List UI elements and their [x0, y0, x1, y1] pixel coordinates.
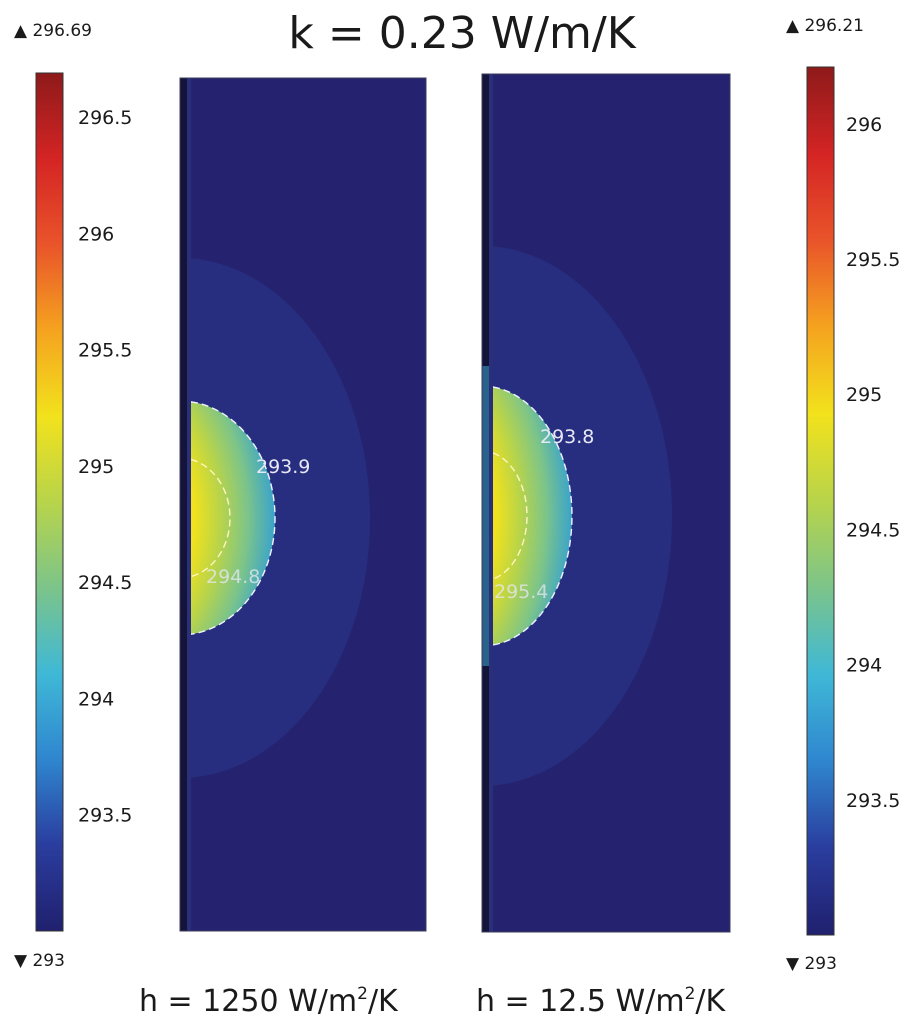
- colorbar-tick-label: 294.5: [846, 519, 900, 541]
- contour-label-left-inner: 294.8: [206, 566, 260, 588]
- panel-left-border: [179, 77, 427, 932]
- colorbar-right: ▲ 296.21 ▼ 293 296 295.5 295 294.5 294 293.5: [786, 16, 900, 974]
- colorbar-right-max-label: ▲ 296.21: [786, 16, 864, 36]
- panel-left-contour-outer: [180, 400, 276, 636]
- panel-left-wall: [180, 78, 187, 931]
- colorbar-right-ticks: 296 295.5 295 294.5 294 293.5: [846, 114, 900, 812]
- caption-left-suffix: /K: [368, 984, 399, 1019]
- panel-right-contour-outer: [482, 385, 573, 647]
- up-triangle-icon: ▲: [14, 21, 32, 41]
- colorbar-right-min-value: 293: [804, 954, 836, 974]
- colorbar-left-min-label: ▼ 293: [14, 951, 65, 971]
- panel-left-hotspot: [180, 401, 275, 635]
- panel-right-wall-edge: [489, 74, 493, 932]
- colorbar-left: ▲ 296.69 ▼ 293 296.5296295.5295294.52942…: [14, 21, 132, 971]
- figure-title: k = 0.23 W/m/K: [288, 8, 636, 59]
- panel-right-wall-heated-zone: [482, 366, 489, 666]
- caption-right-prefix: h = 12.5 W/m: [476, 984, 685, 1019]
- colorbar-tick-label: 295.5: [846, 249, 900, 271]
- contour-label-left-outer: 293.9: [256, 456, 310, 478]
- contour-label-right-inner: 295.4: [494, 581, 548, 603]
- panel-right: [482, 74, 730, 932]
- colorbar-tick-label: 293.5: [78, 805, 132, 827]
- colorbar-left-ticks: 296.5 296 295.5 295 294.5 294 293.5: [78, 107, 132, 827]
- panel-left-wall-edge: [187, 78, 191, 931]
- colorbar-tick-label: 295.5: [78, 340, 132, 362]
- caption-left-sup: 2: [357, 984, 368, 1004]
- panel-right-hotspot: [482, 386, 572, 646]
- up-triangle-icon: ▲: [786, 16, 804, 36]
- colorbar-tick-label: 295: [78, 456, 114, 478]
- colorbar-tick-label: 294: [846, 655, 882, 677]
- colorbar-right-max-value: 296.21: [804, 16, 863, 36]
- panel-right-border: [481, 73, 731, 933]
- colorbar-tick-label: 296: [78, 223, 114, 245]
- caption-right-suffix: /K: [695, 984, 726, 1019]
- panel-right-halo: [482, 246, 672, 786]
- down-triangle-icon: ▼: [14, 951, 32, 971]
- colorbar-tick-label: 295: [846, 384, 882, 406]
- colorbar-left-max-value: 296.69: [32, 21, 91, 41]
- colorbar-tick-label: 296: [846, 114, 882, 136]
- colorbar-left-gradient: [35, 72, 64, 932]
- caption-right-sup: 2: [685, 984, 696, 1004]
- panel-left-contour-inner: [180, 457, 231, 579]
- colorbar-tick-label: 296.5: [78, 107, 132, 129]
- colorbar-right-min-label: ▼ 293: [786, 954, 837, 974]
- caption-right: h = 12.5 W/m2/K: [476, 984, 726, 1019]
- caption-left-prefix: h = 1250 W/m: [139, 984, 357, 1019]
- colorbar-tick-label: 294: [78, 688, 114, 710]
- down-triangle-icon: ▼: [786, 954, 804, 974]
- colorbar-right-gradient: [806, 66, 835, 936]
- panel-left: [180, 78, 426, 931]
- colorbar-left-max-label: ▲ 296.69: [14, 21, 92, 41]
- caption-left: h = 1250 W/m2/K: [139, 984, 399, 1019]
- colorbar-left-min-value: 293: [32, 951, 64, 971]
- colorbar-tick-label: 293.5: [846, 790, 900, 812]
- contour-label-right-outer: 293.8: [540, 426, 594, 448]
- colorbar-tick-label: 294.5: [78, 572, 132, 594]
